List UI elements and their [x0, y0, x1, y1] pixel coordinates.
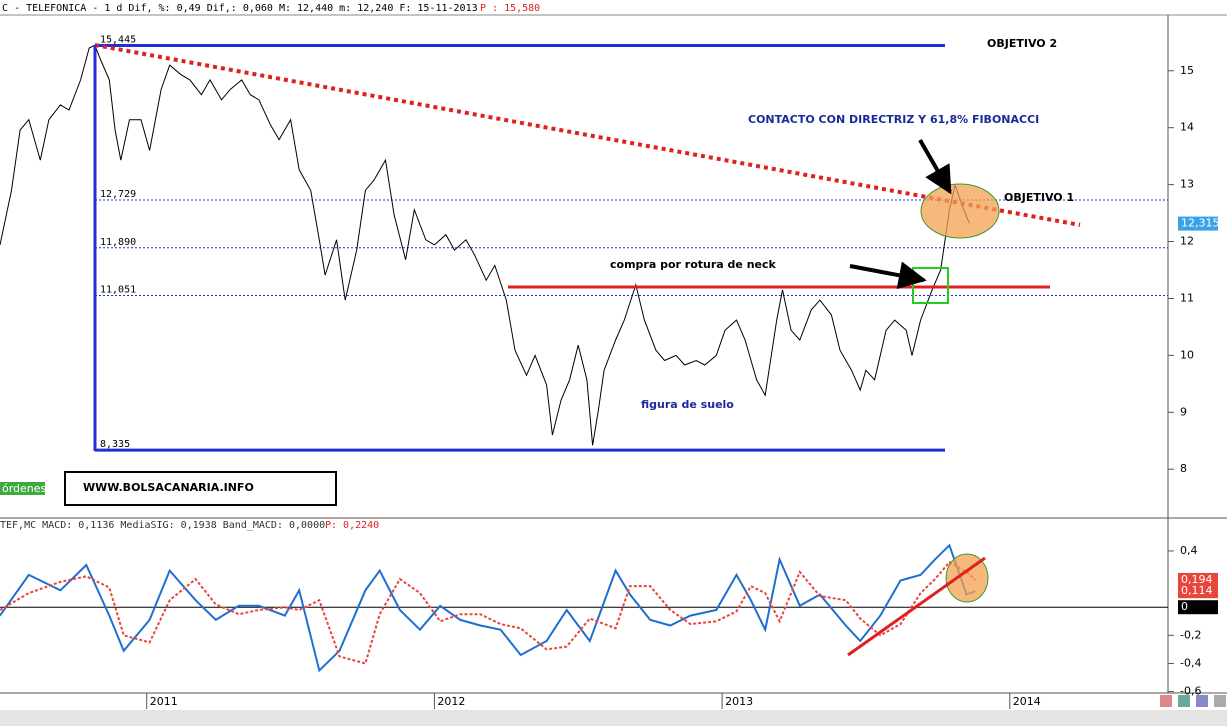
- y-tick-label: -0,4: [1180, 656, 1201, 669]
- icon[interactable]: [1160, 695, 1172, 707]
- value-tag-label: 12,315: [1181, 217, 1220, 230]
- series-line: [0, 560, 976, 665]
- level-label: 11,051: [100, 285, 136, 296]
- value-tag-label: 0,114: [1181, 584, 1213, 597]
- x-tick-label: 2012: [437, 695, 465, 708]
- y-tick-label: 8: [1180, 462, 1187, 475]
- trend-line: [94, 43, 1081, 227]
- y-tick-label: 14: [1180, 121, 1194, 134]
- y-tick-label: -0,6: [1180, 685, 1201, 698]
- arrow: [918, 139, 952, 195]
- icon[interactable]: [1196, 695, 1208, 707]
- highlight: [920, 183, 1000, 239]
- level-label: 12,729: [100, 189, 136, 200]
- y-tick-label: 11: [1180, 291, 1194, 304]
- y-tick-label: -0,2: [1180, 628, 1201, 641]
- annotation: OBJETIVO 1: [1004, 191, 1074, 204]
- y-tick-label: 10: [1180, 348, 1194, 361]
- value-tag-label: 0,194: [1181, 573, 1213, 586]
- web-label: WWW.BOLSACANARIA.INFO: [83, 481, 254, 494]
- y-tick-label: 12: [1180, 235, 1194, 248]
- annotation: figura de suelo: [641, 398, 734, 411]
- value-tag-label: 0: [1181, 600, 1188, 613]
- series-line: [0, 543, 976, 673]
- value-tag: [1178, 600, 1218, 615]
- x-tick-label: 2013: [725, 695, 753, 708]
- highlight: [945, 553, 989, 603]
- level-label: 15,445: [100, 34, 136, 45]
- level-label: 8,335: [100, 439, 130, 450]
- value-tag: [1178, 216, 1218, 231]
- x-tick-label: 2014: [1013, 695, 1041, 708]
- icon[interactable]: [1178, 695, 1190, 707]
- macd-header: TEF,MC MACD: 0,1136 MediaSIG: 0,1938 Ban…: [0, 520, 325, 531]
- button-label[interactable]: órdenes: [2, 482, 47, 495]
- arrow: [849, 261, 927, 290]
- y-tick-label: 9: [1180, 405, 1187, 418]
- series-line: [0, 44, 970, 446]
- value-tag: [1178, 572, 1218, 587]
- header-text: C - TELEFONICA - 1 d Dif, %: 0,49 Dif,: …: [2, 3, 478, 14]
- status-bar: [0, 710, 1227, 726]
- annotation: compra por rotura de neck: [610, 258, 777, 271]
- button[interactable]: [0, 482, 45, 495]
- y-tick-label: 15: [1180, 64, 1194, 77]
- macd-trend-line: [847, 556, 986, 657]
- value-tag: [1178, 584, 1218, 599]
- header-text: P : 15,580: [480, 3, 540, 14]
- y-tick-label: 0,4: [1180, 544, 1198, 557]
- icon[interactable]: [1214, 695, 1226, 707]
- annotation: OBJETIVO 2: [987, 37, 1057, 50]
- y-tick-label: 13: [1180, 178, 1194, 191]
- header-bar: [0, 0, 1227, 15]
- level-label: 11,890: [100, 237, 136, 248]
- annotation: CONTACTO CON DIRECTRIZ Y 61,8% FIBONACCI: [748, 113, 1039, 126]
- macd-header: P: 0,2240: [325, 520, 379, 531]
- web-box: [64, 471, 337, 506]
- x-tick-label: 2011: [150, 695, 178, 708]
